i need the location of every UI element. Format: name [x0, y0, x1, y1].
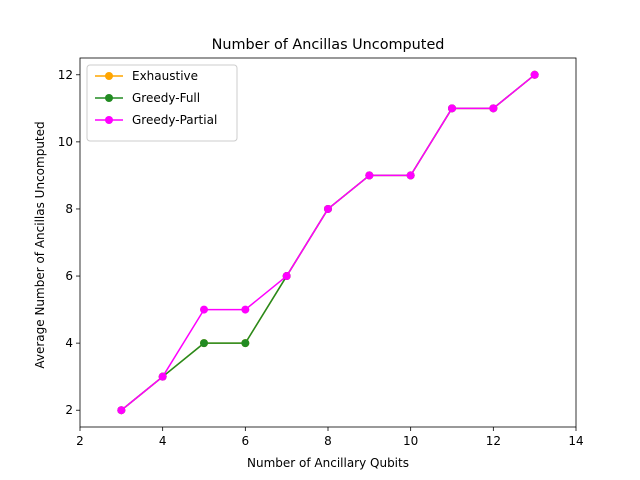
data-point-greedy-partial [489, 104, 498, 113]
plot-area: 2 4 6 8 10 12 14 2 4 6 8 10 12 [58, 57, 584, 448]
x-tick-label: 14 [568, 434, 583, 448]
legend-swatch-marker [105, 94, 113, 102]
legend-label: Greedy-Partial [132, 113, 217, 127]
data-point-greedy-partial [530, 70, 539, 79]
data-point-greedy-partial [200, 305, 208, 314]
data-point-greedy-partial [324, 204, 332, 213]
axes-frame [79, 57, 577, 428]
data-point-greedy-partial [282, 272, 291, 281]
data-point-greedy-partial [117, 406, 126, 415]
x-tick-label: 10 [403, 434, 418, 448]
legend-swatch-marker [105, 72, 113, 80]
y-tick-label: 6 [65, 269, 73, 283]
x-axis-title: Number of Ancillary Qubits [247, 456, 409, 470]
x-tick-label: 12 [486, 434, 501, 448]
data-point-greedy-partial [241, 305, 250, 314]
x-tick-label: 4 [159, 434, 167, 448]
x-tick-label: 8 [324, 434, 332, 448]
y-axis-title: Average Number of Ancillas Uncomputed [33, 121, 47, 368]
data-point-greedy-partial [406, 171, 415, 180]
chart-title: Number of Ancillas Uncomputed [212, 37, 445, 53]
legend-swatch-marker [105, 116, 113, 124]
y-tick-label: 4 [65, 336, 73, 350]
y-tick-label: 12 [58, 68, 73, 82]
y-tick-label: 10 [58, 135, 73, 149]
y-tick-label: 2 [65, 403, 73, 417]
legend-box [86, 64, 238, 142]
data-point-greedy-partial [365, 171, 374, 180]
x-tick-label: 2 [76, 434, 84, 448]
data-point-greedy-partial [158, 372, 167, 381]
data-point-greedy-partial [448, 104, 456, 113]
x-tick-label: 6 [242, 434, 250, 448]
y-tick-label: 8 [65, 202, 73, 216]
legend-label: Exhaustive [132, 69, 198, 83]
data-point-greedy-full [241, 339, 250, 348]
legend: Exhaustive Greedy-Full Greedy-Partial [86, 64, 238, 142]
legend-label: Greedy-Full [132, 91, 200, 105]
data-point-greedy-full [200, 339, 208, 348]
